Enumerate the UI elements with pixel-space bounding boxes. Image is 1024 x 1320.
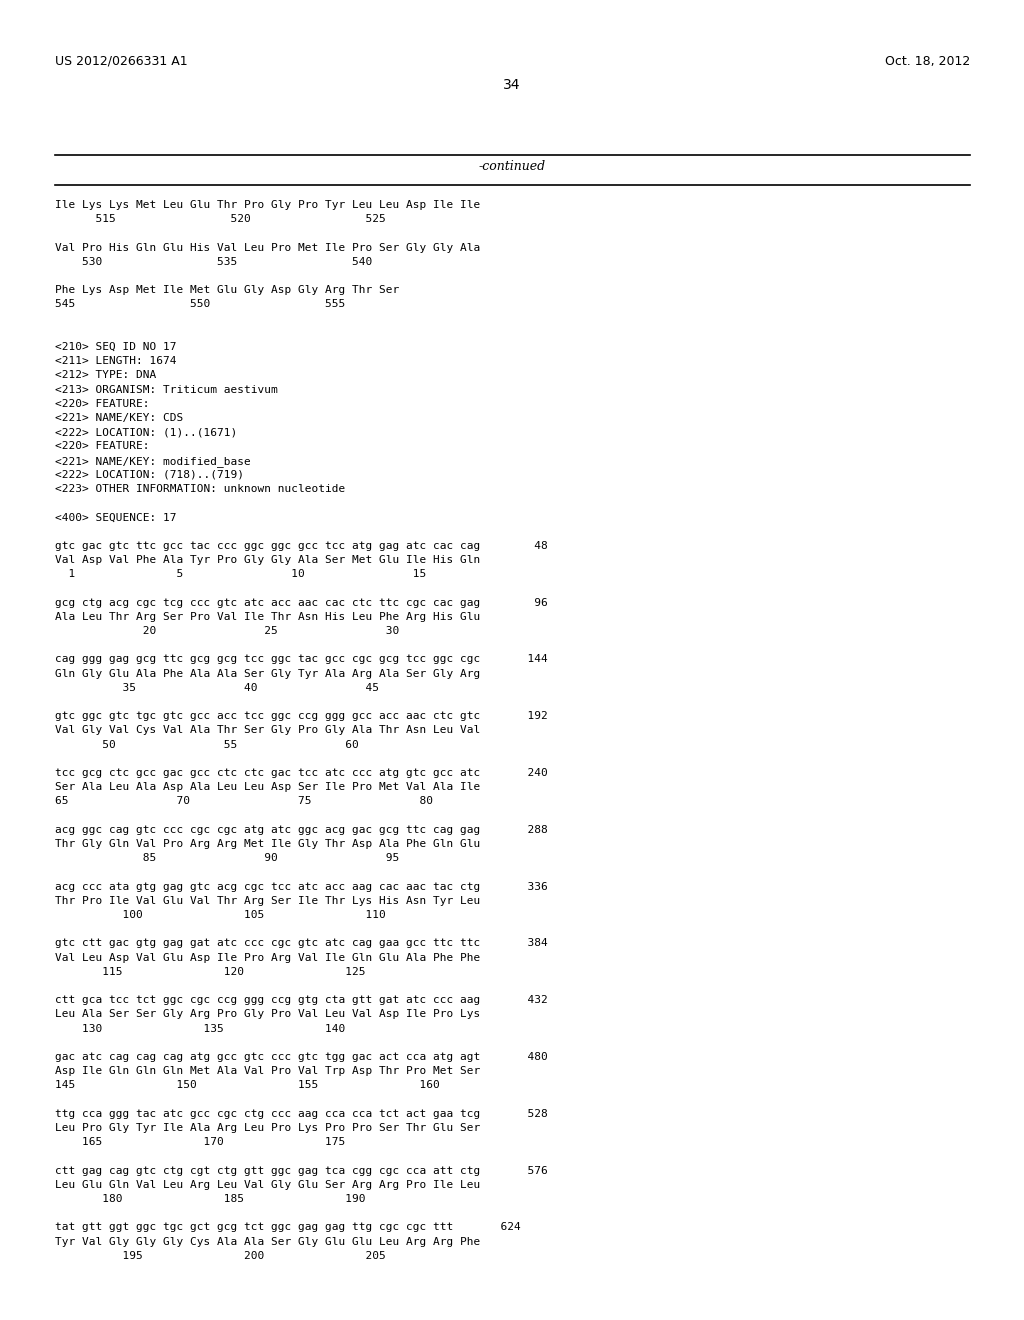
Text: 145               150               155               160: 145 150 155 160 [55, 1080, 439, 1090]
Text: 85                90                95: 85 90 95 [55, 853, 399, 863]
Text: 65                70                75                80: 65 70 75 80 [55, 796, 433, 807]
Text: <221> NAME/KEY: modified_base: <221> NAME/KEY: modified_base [55, 455, 251, 466]
Text: cag ggg gag gcg ttc gcg gcg tcc ggc tac gcc cgc gcg tcc ggc cgc       144: cag ggg gag gcg ttc gcg gcg tcc ggc tac … [55, 655, 548, 664]
Text: ctt gca tcc tct ggc cgc ccg ggg ccg gtg cta gtt gat atc ccc aag       432: ctt gca tcc tct ggc cgc ccg ggg ccg gtg … [55, 995, 548, 1006]
Text: gtc ctt gac gtg gag gat atc ccc cgc gtc atc cag gaa gcc ttc ttc       384: gtc ctt gac gtg gag gat atc ccc cgc gtc … [55, 939, 548, 948]
Text: Phe Lys Asp Met Ile Met Glu Gly Asp Gly Arg Thr Ser: Phe Lys Asp Met Ile Met Glu Gly Asp Gly … [55, 285, 399, 296]
Text: <210> SEQ ID NO 17: <210> SEQ ID NO 17 [55, 342, 176, 352]
Text: ttg cca ggg tac atc gcc cgc ctg ccc aag cca cca tct act gaa tcg       528: ttg cca ggg tac atc gcc cgc ctg ccc aag … [55, 1109, 548, 1119]
Text: <220> FEATURE:: <220> FEATURE: [55, 399, 150, 409]
Text: 50                55                60: 50 55 60 [55, 739, 358, 750]
Text: tcc gcg ctc gcc gac gcc ctc ctc gac tcc atc ccc atg gtc gcc atc       240: tcc gcg ctc gcc gac gcc ctc ctc gac tcc … [55, 768, 548, 777]
Text: Leu Pro Gly Tyr Ile Ala Arg Leu Pro Lys Pro Pro Ser Thr Glu Ser: Leu Pro Gly Tyr Ile Ala Arg Leu Pro Lys … [55, 1123, 480, 1133]
Text: Thr Pro Ile Val Glu Val Thr Arg Ser Ile Thr Lys His Asn Tyr Leu: Thr Pro Ile Val Glu Val Thr Arg Ser Ile … [55, 896, 480, 906]
Text: 35                40                45: 35 40 45 [55, 682, 379, 693]
Text: <212> TYPE: DNA: <212> TYPE: DNA [55, 371, 157, 380]
Text: -continued: -continued [478, 160, 546, 173]
Text: 100               105               110: 100 105 110 [55, 909, 386, 920]
Text: Val Leu Asp Val Glu Asp Ile Pro Arg Val Ile Gln Glu Ala Phe Phe: Val Leu Asp Val Glu Asp Ile Pro Arg Val … [55, 953, 480, 962]
Text: Oct. 18, 2012: Oct. 18, 2012 [885, 55, 970, 69]
Text: tat gtt ggt ggc tgc gct gcg tct ggc gag gag ttg cgc cgc ttt       624: tat gtt ggt ggc tgc gct gcg tct ggc gag … [55, 1222, 521, 1233]
Text: Tyr Val Gly Gly Gly Cys Ala Ala Ser Gly Glu Glu Leu Arg Arg Phe: Tyr Val Gly Gly Gly Cys Ala Ala Ser Gly … [55, 1237, 480, 1246]
Text: 515                 520                 525: 515 520 525 [55, 214, 386, 224]
Text: <220> FEATURE:: <220> FEATURE: [55, 441, 150, 451]
Text: 1               5                10                15: 1 5 10 15 [55, 569, 426, 579]
Text: Leu Glu Gln Val Leu Arg Leu Val Gly Glu Ser Arg Arg Pro Ile Leu: Leu Glu Gln Val Leu Arg Leu Val Gly Glu … [55, 1180, 480, 1189]
Text: gac atc cag cag cag atg gcc gtc ccc gtc tgg gac act cca atg agt       480: gac atc cag cag cag atg gcc gtc ccc gtc … [55, 1052, 548, 1063]
Text: gcg ctg acg cgc tcg ccc gtc atc acc aac cac ctc ttc cgc cac gag        96: gcg ctg acg cgc tcg ccc gtc atc acc aac … [55, 598, 548, 607]
Text: Gln Gly Glu Ala Phe Ala Ala Ser Gly Tyr Ala Arg Ala Ser Gly Arg: Gln Gly Glu Ala Phe Ala Ala Ser Gly Tyr … [55, 669, 480, 678]
Text: Ser Ala Leu Ala Asp Ala Leu Leu Asp Ser Ile Pro Met Val Ala Ile: Ser Ala Leu Ala Asp Ala Leu Leu Asp Ser … [55, 783, 480, 792]
Text: <223> OTHER INFORMATION: unknown nucleotide: <223> OTHER INFORMATION: unknown nucleot… [55, 484, 345, 494]
Text: 130               135               140: 130 135 140 [55, 1023, 345, 1034]
Text: 34: 34 [503, 78, 521, 92]
Text: <213> ORGANISM: Triticum aestivum: <213> ORGANISM: Triticum aestivum [55, 384, 278, 395]
Text: Ala Leu Thr Arg Ser Pro Val Ile Thr Asn His Leu Phe Arg His Glu: Ala Leu Thr Arg Ser Pro Val Ile Thr Asn … [55, 611, 480, 622]
Text: 165               170               175: 165 170 175 [55, 1138, 345, 1147]
Text: gtc gac gtc ttc gcc tac ccc ggc ggc gcc tcc atg gag atc cac cag        48: gtc gac gtc ttc gcc tac ccc ggc ggc gcc … [55, 541, 548, 550]
Text: <222> LOCATION: (718)..(719): <222> LOCATION: (718)..(719) [55, 470, 244, 479]
Text: US 2012/0266331 A1: US 2012/0266331 A1 [55, 55, 187, 69]
Text: Leu Ala Ser Ser Gly Arg Pro Gly Pro Val Leu Val Asp Ile Pro Lys: Leu Ala Ser Ser Gly Arg Pro Gly Pro Val … [55, 1010, 480, 1019]
Text: gtc ggc gtc tgc gtc gcc acc tcc ggc ccg ggg gcc acc aac ctc gtc       192: gtc ggc gtc tgc gtc gcc acc tcc ggc ccg … [55, 711, 548, 721]
Text: acg ggc cag gtc ccc cgc cgc atg atc ggc acg gac gcg ttc cag gag       288: acg ggc cag gtc ccc cgc cgc atg atc ggc … [55, 825, 548, 834]
Text: ctt gag cag gtc ctg cgt ctg gtt ggc gag tca cgg cgc cca att ctg       576: ctt gag cag gtc ctg cgt ctg gtt ggc gag … [55, 1166, 548, 1176]
Text: Asp Ile Gln Gln Gln Met Ala Val Pro Val Trp Asp Thr Pro Met Ser: Asp Ile Gln Gln Gln Met Ala Val Pro Val … [55, 1067, 480, 1076]
Text: <222> LOCATION: (1)..(1671): <222> LOCATION: (1)..(1671) [55, 428, 238, 437]
Text: <221> NAME/KEY: CDS: <221> NAME/KEY: CDS [55, 413, 183, 422]
Text: 195               200               205: 195 200 205 [55, 1251, 386, 1261]
Text: 20                25                30: 20 25 30 [55, 626, 399, 636]
Text: 545                 550                 555: 545 550 555 [55, 300, 345, 309]
Text: <211> LENGTH: 1674: <211> LENGTH: 1674 [55, 356, 176, 366]
Text: Thr Gly Gln Val Pro Arg Arg Met Ile Gly Thr Asp Ala Phe Gln Glu: Thr Gly Gln Val Pro Arg Arg Met Ile Gly … [55, 840, 480, 849]
Text: 180               185               190: 180 185 190 [55, 1195, 366, 1204]
Text: Val Pro His Gln Glu His Val Leu Pro Met Ile Pro Ser Gly Gly Ala: Val Pro His Gln Glu His Val Leu Pro Met … [55, 243, 480, 252]
Text: Ile Lys Lys Met Leu Glu Thr Pro Gly Pro Tyr Leu Leu Asp Ile Ile: Ile Lys Lys Met Leu Glu Thr Pro Gly Pro … [55, 201, 480, 210]
Text: Val Asp Val Phe Ala Tyr Pro Gly Gly Ala Ser Met Glu Ile His Gln: Val Asp Val Phe Ala Tyr Pro Gly Gly Ala … [55, 554, 480, 565]
Text: <400> SEQUENCE: 17: <400> SEQUENCE: 17 [55, 512, 176, 523]
Text: 530                 535                 540: 530 535 540 [55, 257, 373, 267]
Text: 115               120               125: 115 120 125 [55, 966, 366, 977]
Text: Val Gly Val Cys Val Ala Thr Ser Gly Pro Gly Ala Thr Asn Leu Val: Val Gly Val Cys Val Ala Thr Ser Gly Pro … [55, 726, 480, 735]
Text: acg ccc ata gtg gag gtc acg cgc tcc atc acc aag cac aac tac ctg       336: acg ccc ata gtg gag gtc acg cgc tcc atc … [55, 882, 548, 891]
